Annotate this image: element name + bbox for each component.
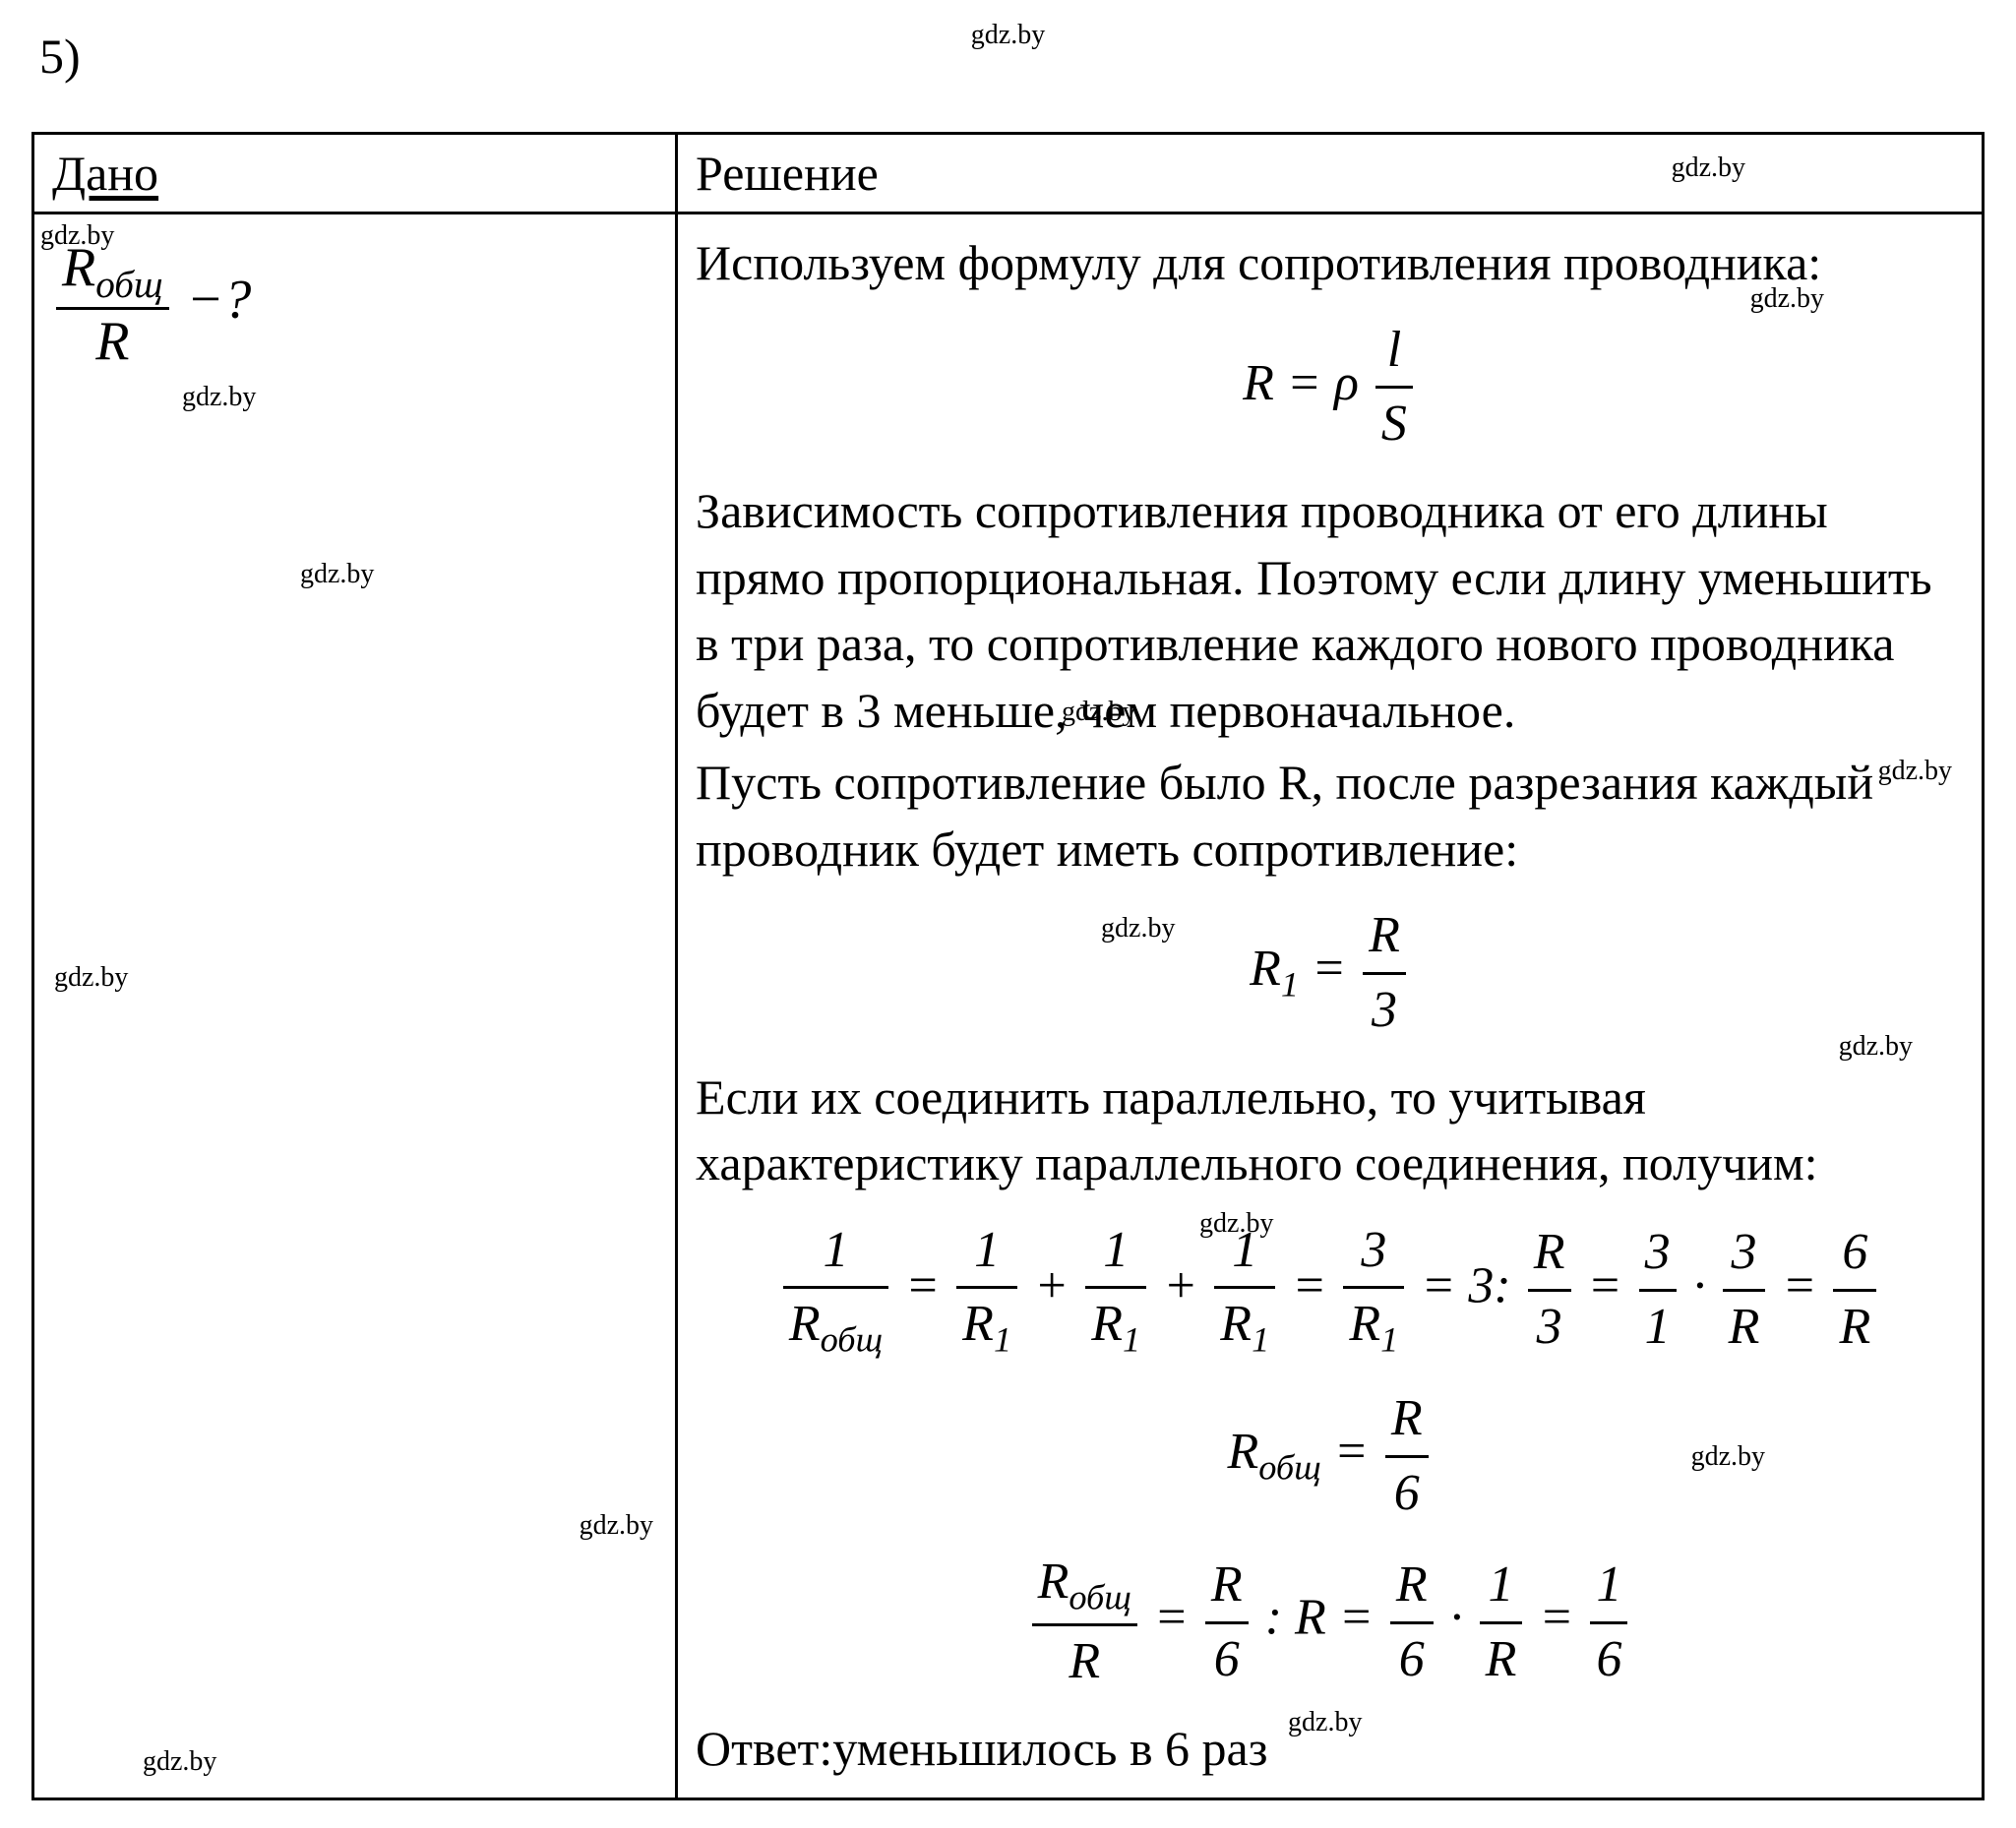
watermark: gdz.by <box>580 1510 653 1542</box>
eq5-c-num: R <box>1390 1550 1434 1621</box>
table-body-row: gdz.by Rобщ R −? gdz.by gdz.by gdz.by gd… <box>33 213 1984 1799</box>
eq3-t8-den: R <box>1723 1289 1766 1364</box>
eq4-num: R <box>1385 1383 1429 1455</box>
watermark: gdz.by <box>143 1746 216 1778</box>
eq5-d-den: R <box>1480 1621 1523 1696</box>
eq5-b-num: R <box>1205 1550 1249 1621</box>
solution-p2: Зависимость сопротивления проводника от … <box>696 478 1964 744</box>
header-solution: Решение gdz.by <box>677 134 1984 213</box>
eq3-mid: = 3: <box>1421 1257 1523 1313</box>
watermark: gdz.by <box>182 382 256 413</box>
watermark: gdz.by <box>300 559 374 590</box>
solution-cell: Используем формулу для сопротивления про… <box>677 213 1984 1799</box>
eq5-mid: : R = <box>1265 1590 1386 1646</box>
given-question: Rобщ R −? <box>52 236 657 373</box>
eq5-d-num: 1 <box>1480 1550 1523 1621</box>
eq5-c-den: 6 <box>1390 1621 1434 1696</box>
ratio-num: Rобщ <box>56 236 169 307</box>
table-header-row: Дано Решение gdz.by <box>33 134 1984 213</box>
eq3-t6-num: R <box>1528 1217 1571 1289</box>
header-given: Дано <box>33 134 677 213</box>
eq3-t7-den: 1 <box>1639 1289 1677 1364</box>
watermark: gdz.by <box>1672 152 1745 184</box>
eq2-den: 3 <box>1363 972 1406 1047</box>
header-given-label: Дано <box>52 146 158 201</box>
eq1-num: l <box>1375 315 1413 387</box>
ratio-fraction: Rобщ R <box>56 236 169 373</box>
solution-p1: Используем формулу для сопротивления про… <box>696 230 1964 297</box>
solution-eq3: 1 Rобщ = 1 R1 + 1 R1 + 1 R1 = <box>696 1215 1964 1366</box>
given-cell: gdz.by Rобщ R −? gdz.by gdz.by gdz.by gd… <box>33 213 677 1799</box>
eq2-num: R <box>1363 900 1406 972</box>
solution-eq5: Rобщ R = R 6 : R = R 6 · 1 R = <box>696 1547 1964 1697</box>
eq2-fraction: R 3 <box>1363 900 1406 1047</box>
eq4-den: 6 <box>1385 1455 1429 1530</box>
solution-eq2: R1 = R 3 <box>696 900 1964 1047</box>
solution-answer: Ответ:уменьшилось в 6 раз <box>696 1716 1964 1783</box>
solution-p3: Пусть сопротивление было R, после разрез… <box>696 750 1964 883</box>
eq3-t3-num: 1 <box>1085 1215 1146 1287</box>
eq3-t7-num: 3 <box>1639 1217 1677 1289</box>
solution-p4: Если их соединить параллельно, то учитыв… <box>696 1065 1964 1197</box>
eq1-fraction: l S <box>1375 315 1413 461</box>
eq3-t4-num: 1 <box>1214 1215 1275 1287</box>
eq5-b-den: 6 <box>1205 1621 1249 1696</box>
eq5-e-den: 6 <box>1590 1621 1627 1696</box>
eq3-t9-den: R <box>1833 1289 1876 1364</box>
ratio-den: R <box>56 307 169 373</box>
eq3-t9-num: 6 <box>1833 1217 1876 1289</box>
solution-eq1: R = ρ l S <box>696 315 1964 461</box>
eq3-t5-num: 3 <box>1343 1215 1404 1287</box>
eq3-t2-num: 1 <box>956 1215 1017 1287</box>
eq3-t8-num: 3 <box>1723 1217 1766 1289</box>
eq5-a-den: R <box>1032 1623 1137 1698</box>
problem-number: 5) <box>31 28 1985 85</box>
question-tail: −? <box>187 269 252 330</box>
watermark: gdz.by <box>54 962 128 994</box>
solution-table: Дано Решение gdz.by gdz.by Rобщ R −? gdz… <box>31 132 1985 1800</box>
eq3-t6-den: 3 <box>1528 1289 1571 1364</box>
header-solution-label: Решение <box>696 146 879 201</box>
solution-eq4: Rобщ = R 6 <box>696 1383 1964 1530</box>
eq3-t1-num: 1 <box>783 1215 888 1287</box>
eq1-den: S <box>1375 386 1413 460</box>
eq1-lhs: R = ρ <box>1243 355 1359 411</box>
eq5-e-num: 1 <box>1590 1550 1627 1621</box>
